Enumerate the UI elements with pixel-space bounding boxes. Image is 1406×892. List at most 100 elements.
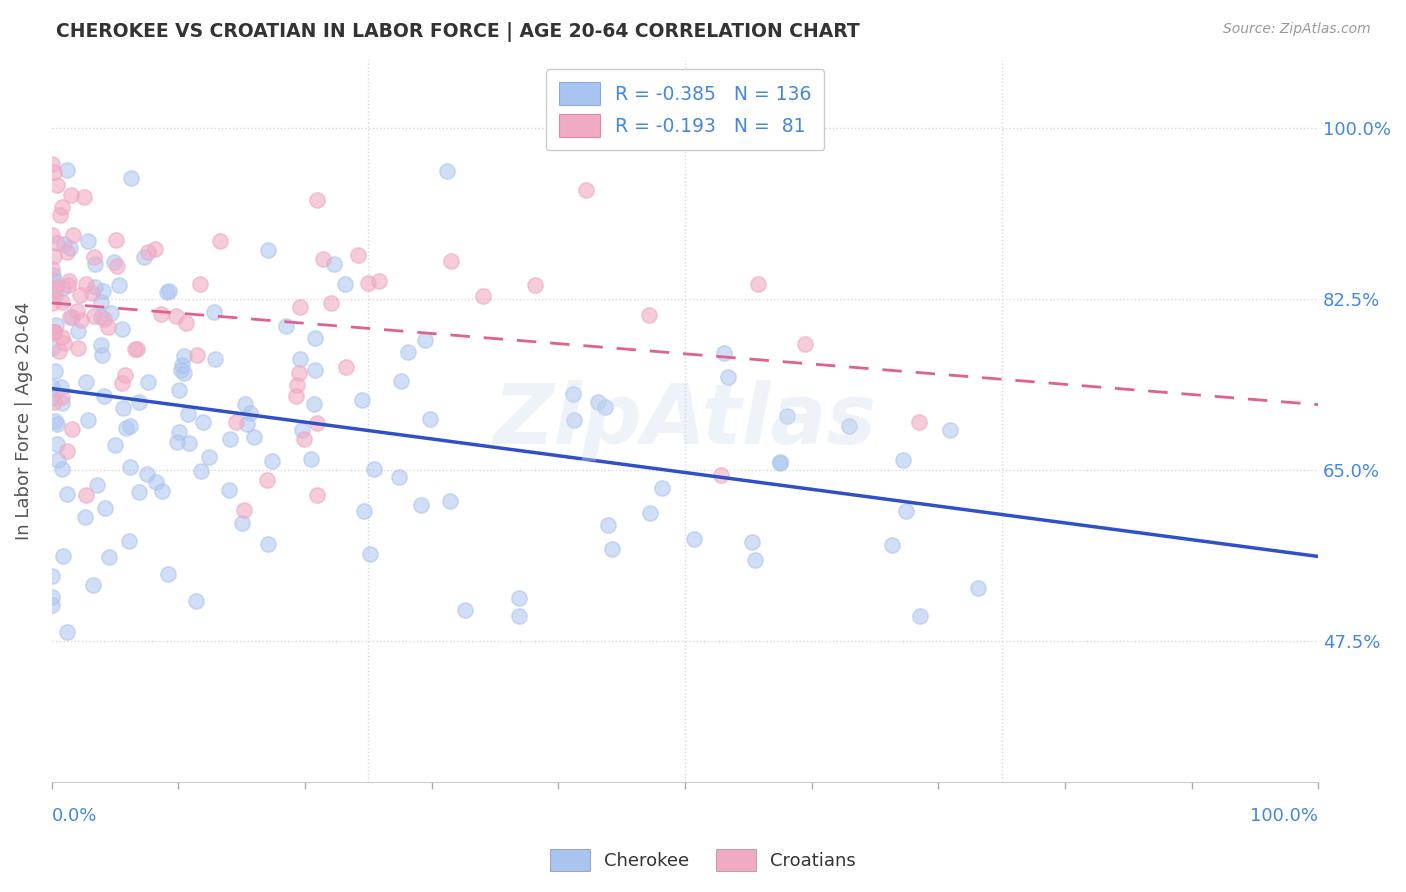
Point — [190, 464, 212, 478]
Point — [49, 380, 72, 394]
Point — [91, 284, 114, 298]
Point — [56, 163, 79, 178]
Point — [595, 400, 617, 414]
Point — [166, 434, 188, 449]
Point — [104, 437, 127, 451]
Point — [67, 342, 90, 356]
Point — [149, 307, 172, 321]
Point — [60, 422, 83, 436]
Point — [409, 499, 432, 513]
Point — [682, 533, 704, 547]
Point — [90, 295, 112, 310]
Point — [439, 494, 461, 508]
Point — [115, 421, 138, 435]
Point — [454, 603, 477, 617]
Point — [908, 609, 931, 624]
Point — [508, 609, 530, 624]
Point — [83, 257, 105, 271]
Point — [167, 383, 190, 397]
Point — [769, 455, 792, 469]
Point — [419, 411, 441, 425]
Point — [93, 501, 115, 516]
Point — [150, 484, 173, 499]
Point — [838, 419, 860, 434]
Point — [48, 343, 70, 358]
Point — [52, 281, 75, 295]
Point — [173, 367, 195, 381]
Point — [44, 414, 66, 428]
Point — [285, 389, 308, 403]
Point — [776, 409, 799, 423]
Point — [276, 318, 298, 333]
Point — [51, 330, 73, 344]
Point — [44, 364, 66, 378]
Point — [132, 250, 155, 264]
Point — [120, 460, 142, 475]
Point — [202, 305, 225, 319]
Point — [77, 413, 100, 427]
Point — [304, 331, 326, 345]
Point — [51, 462, 73, 476]
Point — [42, 325, 65, 339]
Point — [312, 252, 335, 267]
Point — [41, 590, 63, 604]
Point — [41, 380, 63, 394]
Point — [239, 405, 262, 419]
Point — [908, 415, 931, 429]
Point — [98, 549, 121, 564]
Point — [600, 542, 623, 557]
Point — [299, 452, 322, 467]
Point — [124, 342, 146, 356]
Point — [562, 387, 585, 401]
Point — [52, 236, 75, 251]
Point — [186, 348, 208, 362]
Point — [966, 581, 988, 595]
Point — [82, 577, 104, 591]
Point — [388, 470, 411, 484]
Point — [219, 432, 242, 446]
Point — [136, 244, 159, 259]
Y-axis label: In Labor Force | Age 20-64: In Labor Force | Age 20-64 — [15, 301, 32, 540]
Point — [75, 375, 97, 389]
Point — [586, 394, 609, 409]
Point — [145, 242, 167, 256]
Text: 100.0%: 100.0% — [1250, 806, 1319, 825]
Text: ZipAtlas: ZipAtlas — [494, 380, 876, 461]
Point — [193, 415, 215, 429]
Point — [713, 346, 735, 360]
Point — [83, 310, 105, 324]
Point — [46, 417, 69, 432]
Point — [307, 488, 329, 502]
Point — [319, 295, 342, 310]
Point — [52, 549, 75, 564]
Point — [323, 257, 346, 271]
Point — [294, 432, 316, 446]
Point — [128, 485, 150, 500]
Point — [288, 366, 311, 380]
Point — [82, 286, 104, 301]
Point — [717, 369, 740, 384]
Point — [41, 296, 63, 310]
Point — [173, 349, 195, 363]
Point — [90, 310, 112, 324]
Point — [188, 277, 211, 291]
Text: 0.0%: 0.0% — [52, 806, 97, 825]
Point — [638, 506, 661, 520]
Point — [793, 337, 815, 351]
Point — [77, 234, 100, 248]
Point — [58, 274, 80, 288]
Point — [96, 319, 118, 334]
Point — [575, 184, 598, 198]
Text: Source: ZipAtlas.com: Source: ZipAtlas.com — [1223, 22, 1371, 37]
Point — [157, 567, 180, 582]
Point — [508, 591, 530, 606]
Point — [184, 593, 207, 607]
Legend: Cherokee, Croatians: Cherokee, Croatians — [543, 842, 863, 879]
Point — [174, 316, 197, 330]
Point — [59, 310, 82, 324]
Point — [83, 280, 105, 294]
Point — [52, 335, 75, 350]
Point — [56, 625, 79, 640]
Point — [172, 359, 194, 373]
Point — [598, 517, 620, 532]
